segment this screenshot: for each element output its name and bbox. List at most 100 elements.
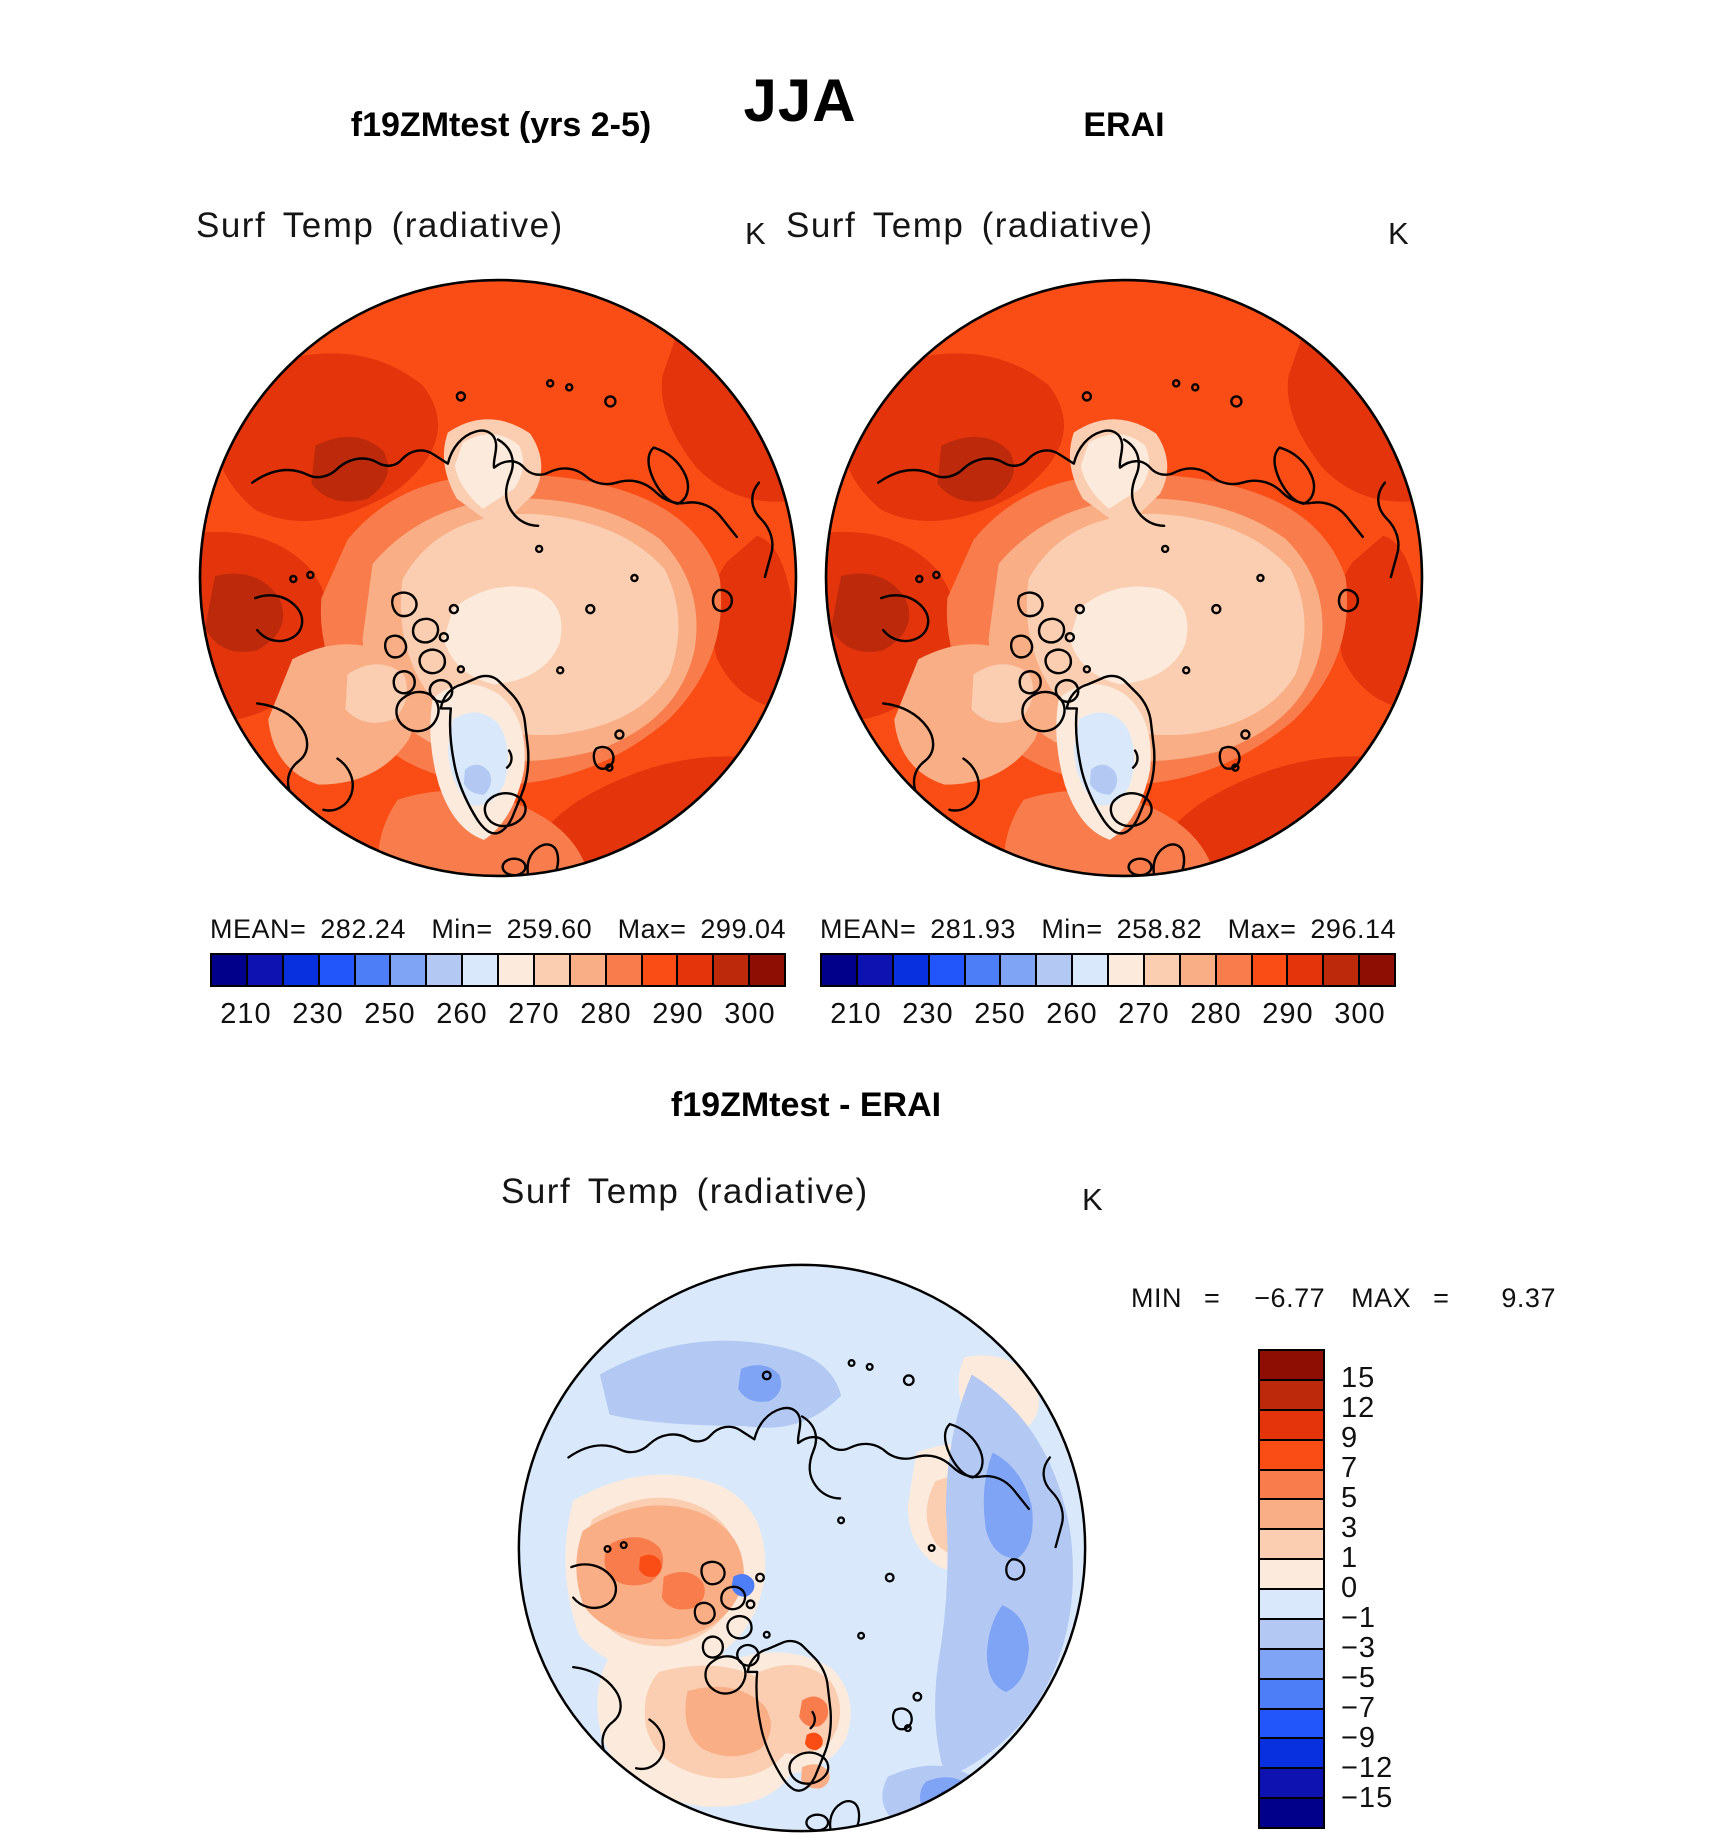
colorbar-tick-label: 260 (436, 998, 488, 1030)
colorbar-segment (929, 955, 966, 985)
colorbar-level-label: 0 (1341, 1572, 1359, 1604)
colorbar-level-label: 15 (1341, 1362, 1376, 1394)
colorbar-segment (1216, 955, 1253, 985)
units-label-diff: K (1082, 1182, 1103, 1217)
colorbar-segment (1260, 1470, 1323, 1501)
colorbar-tick-label: 270 (1118, 998, 1170, 1030)
colorbar-segment (570, 955, 607, 985)
colorbar-segment (499, 955, 535, 985)
colorbar-level-label: 9 (1341, 1422, 1359, 1454)
colorbar-tick-label: 230 (902, 998, 954, 1030)
units-label-obs: K (1388, 216, 1409, 251)
colorbar-segment (463, 955, 499, 985)
panel-title-obs: ERAI (1083, 106, 1165, 144)
colorbar-tick-label: 250 (364, 998, 416, 1030)
colorbar-segment (893, 955, 930, 985)
colorbar-level-label: −3 (1341, 1632, 1377, 1664)
colorbar-tick-label: 280 (580, 998, 632, 1030)
var-label-diff: Surf Temp (radiative) (501, 1172, 869, 1211)
colorbar-segment (1037, 955, 1074, 985)
colorbar-segment (391, 955, 428, 985)
colorbar-segment (1260, 1590, 1323, 1620)
colorbar-segment (822, 955, 858, 985)
colorbar-segment (319, 955, 356, 985)
colorbar-diff (1258, 1349, 1325, 1829)
colorbar-segment (1260, 1619, 1323, 1650)
polar-map-model (197, 277, 799, 879)
mean-value: 282.24 (320, 914, 406, 944)
equals-sign: = (1433, 1283, 1450, 1313)
diff-minmax-line: MIN = −6.77 MAX = 9.37 (1131, 1283, 1556, 1314)
colorbar-segment (1073, 955, 1109, 985)
max-label: Max= (617, 914, 687, 944)
colorbar-level-label: 1 (1341, 1542, 1359, 1574)
stats-line-model: MEAN= 282.24 Min= 259.60 Max= 299.04 (210, 914, 786, 945)
colorbar-segment (355, 955, 392, 985)
panel-title-model: f19ZMtest (yrs 2-5) (350, 106, 652, 144)
colorbar-segment (1260, 1380, 1323, 1411)
colorbar-tick-label: 260 (1046, 998, 1098, 1030)
max-value: 299.04 (700, 914, 786, 944)
mean-value: 281.93 (930, 914, 1016, 944)
colorbar-segment (1260, 1440, 1323, 1471)
units-label-model: K (745, 216, 766, 251)
colorbar-level-label: −15 (1341, 1782, 1394, 1814)
polar-map-obs (823, 277, 1425, 879)
diff-min-label: MIN (1131, 1283, 1182, 1313)
polar-map-diff (516, 1262, 1088, 1834)
max-value: 296.14 (1310, 914, 1396, 944)
colorbar-ticks-model: 210 230 250 260 270 280 290 300 (210, 998, 786, 1034)
max-label: Max= (1227, 914, 1297, 944)
colorbar-level-label: −7 (1341, 1692, 1377, 1724)
colorbar-segment (283, 955, 320, 985)
colorbar-level-label: −12 (1341, 1752, 1394, 1784)
colorbar-level-label: −1 (1341, 1602, 1377, 1634)
colorbar-segment (1324, 955, 1361, 985)
colorbar-level-label: 7 (1341, 1452, 1359, 1484)
colorbar-segment (1260, 1530, 1323, 1561)
colorbar-tick-label: 280 (1190, 998, 1242, 1030)
min-value: 258.82 (1116, 914, 1203, 944)
colorbar-level-label: −5 (1341, 1662, 1377, 1694)
colorbar-labels-diff: 15 12 9 7 5 3 1 0 −1 −3 −5 −7 −9 −12 −15 (1341, 1349, 1441, 1829)
colorbar-segment (212, 955, 248, 985)
colorbar-segment (1252, 955, 1289, 985)
colorbar-segment (965, 955, 1002, 985)
colorbar-tick-label: 210 (220, 998, 272, 1030)
min-label: Min= (431, 914, 493, 944)
colorbar-tick-label: 290 (652, 998, 704, 1030)
colorbar-segment (857, 955, 894, 985)
colorbar-tick-label: 300 (724, 998, 776, 1030)
colorbar-tick-label: 290 (1262, 998, 1314, 1030)
colorbar-segment (1260, 1649, 1323, 1680)
colorbar-segment (534, 955, 571, 985)
colorbar-segment (1260, 1679, 1323, 1710)
colorbar-segment (642, 955, 679, 985)
colorbar-level-label: 12 (1341, 1392, 1376, 1424)
colorbar-segment (1260, 1799, 1323, 1827)
colorbar-segment (1180, 955, 1217, 985)
colorbar-segment (1260, 1739, 1323, 1770)
colorbar-level-label: 5 (1341, 1482, 1359, 1514)
colorbar-segment (1260, 1769, 1323, 1800)
colorbar-segment (714, 955, 751, 985)
colorbar-segment (1260, 1410, 1323, 1441)
colorbar-segment (1260, 1709, 1323, 1740)
colorbar-tick-label: 210 (830, 998, 882, 1030)
colorbar-level-label: −9 (1341, 1722, 1377, 1754)
colorbar-segment (1144, 955, 1181, 985)
equals-sign: = (1204, 1283, 1221, 1313)
colorbar-segment (678, 955, 715, 985)
colorbar-level-label: 3 (1341, 1512, 1359, 1544)
diff-max-label: MAX (1351, 1283, 1412, 1313)
diff-max-value: 9.37 (1501, 1283, 1556, 1313)
var-label-obs: Surf Temp (radiative) (786, 206, 1154, 245)
colorbar-segment (750, 955, 784, 985)
colorbar-segment (1001, 955, 1038, 985)
figure-title: JJA (743, 67, 857, 134)
colorbar-segment (1109, 955, 1145, 985)
colorbar-segment (1260, 1500, 1323, 1531)
colorbar-ticks-obs: 210 230 250 260 270 280 290 300 (820, 998, 1396, 1034)
var-label-model: Surf Temp (radiative) (196, 206, 564, 245)
